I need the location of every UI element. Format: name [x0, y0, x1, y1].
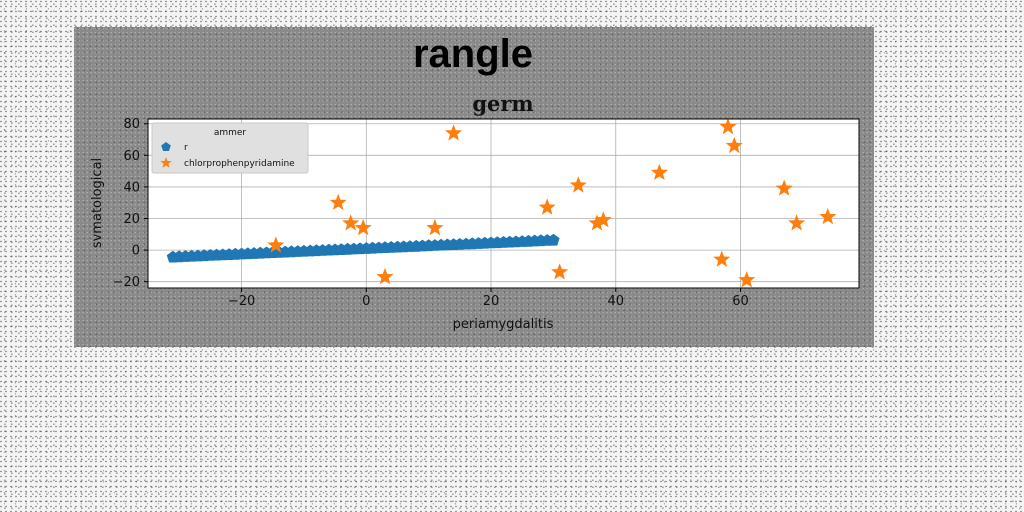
x-axis-label: periamygdalitis	[453, 317, 554, 332]
y-tick-label: 20	[123, 212, 140, 227]
legend-title: ammer	[214, 128, 247, 138]
figure: rangle germ −20 0 20 40 60 −20 0 20 40 60 80 peria…	[74, 27, 874, 347]
y-tick-label: 0	[132, 244, 140, 259]
legend: ammer r chlorprophenpyridamine	[152, 123, 308, 173]
x-tick-label: −20	[228, 294, 255, 309]
x-tick-label: 20	[483, 294, 500, 309]
y-tick-label: 80	[123, 117, 140, 132]
legend-label-r: r	[184, 143, 188, 153]
y-tick-label: 60	[123, 149, 140, 164]
y-axis-label: svmatological	[90, 158, 105, 248]
y-tick-label: −20	[113, 275, 140, 290]
chart-title: germ	[472, 91, 533, 116]
legend-label-chlorprophenpyridamine: chlorprophenpyridamine	[184, 159, 295, 169]
figure-title: rangle	[413, 32, 533, 76]
y-tick-label: 40	[123, 180, 140, 195]
x-tick-label: 0	[362, 294, 370, 309]
x-tick-label: 40	[607, 294, 624, 309]
chart: rangle germ −20 0 20 40 60 −20 0 20 40 60 80 peria…	[74, 27, 874, 347]
x-tick-label: 60	[732, 294, 749, 309]
